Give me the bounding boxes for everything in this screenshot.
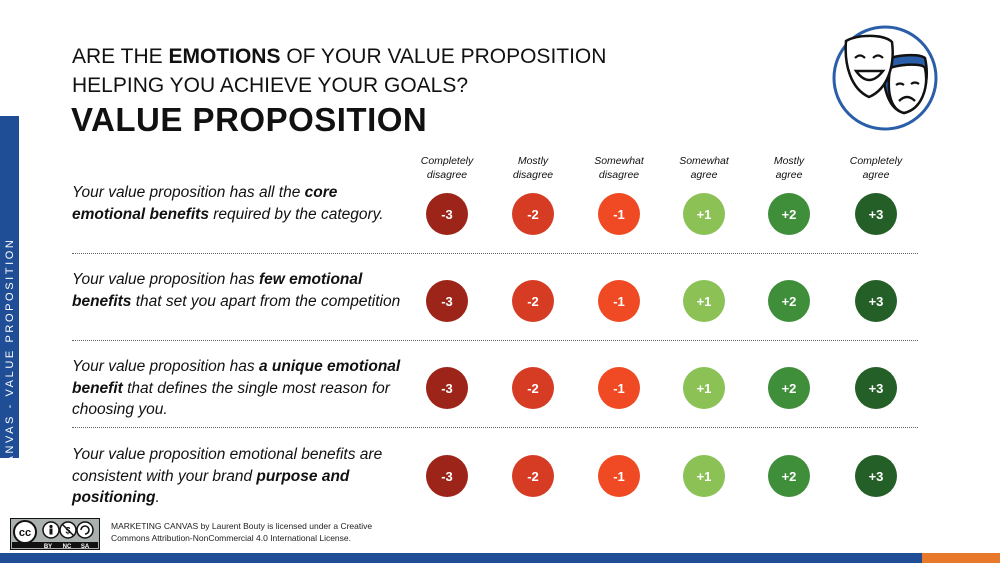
score-button[interactable]: -2 [512,193,554,235]
score-button[interactable]: -2 [512,280,554,322]
scale-label-line-2: agree [690,169,718,181]
scale-label: Mostly agree [744,154,834,182]
scale-label-line-1: Somewhat [679,155,729,167]
statement-text: Your value proposition has a unique emot… [72,356,402,421]
cc-tag-by: BY [44,544,52,550]
cc-tag-sa: SA [81,544,90,550]
cc-tag-nc: NC [63,544,72,550]
score-button[interactable]: +2 [768,455,810,497]
question-line-2: HELPING YOU ACHIEVE YOUR GOALS? [72,74,469,97]
scale-label-line-1: Mostly [517,155,549,167]
statement-emphasis: core emotional benefits [72,184,338,223]
score-button[interactable]: -2 [512,367,554,409]
scale-label: Somewhat agree [659,154,749,182]
scale-label-line-1: Mostly [773,155,805,167]
page-title: VALUE PROPOSITION [71,101,428,138]
scale-label: Completely disagree [402,154,492,182]
score-button[interactable]: -3 [426,455,468,497]
score-button[interactable]: -3 [426,193,468,235]
row-divider [72,340,918,341]
scale-label-line-2: agree [775,169,803,181]
question-emphasis: EMOTIONS [168,45,281,68]
score-button[interactable]: +3 [855,367,897,409]
license-line-2: Commons Attribution-NonCommercial 4.0 In… [111,533,352,543]
question-line-1-suffix: OF YOUR VALUE PROPOSITION [280,45,607,68]
score-button[interactable]: +2 [768,280,810,322]
statement-text: Your value proposition has all the core … [72,182,402,225]
scale-label: Completely agree [831,154,921,182]
score-button[interactable]: -2 [512,455,554,497]
scale-label-line-1: Completely [420,155,474,167]
score-button[interactable]: +3 [855,455,897,497]
license-line-1: MARKETING CANVAS by Laurent Bouty is lic… [111,521,373,531]
scale-label-line-2: disagree [598,169,640,181]
statement-fragment: that defines the single most reason for … [72,379,390,419]
score-button[interactable]: +1 [683,367,725,409]
statement-emphasis: few emotional benefits [72,271,363,310]
score-button[interactable]: -1 [598,455,640,497]
statement-fragment: required by the category. [208,205,384,223]
scale-label-line-2: disagree [512,169,554,181]
statement-text: Your value proposition has few emotional… [72,269,402,312]
scale-label: Mostly disagree [488,154,578,182]
statement-fragment: . [155,489,160,506]
creative-commons-icon: cc $ BY NC SA [10,518,100,550]
statement-text: Your value proposition emotional benefit… [72,444,402,509]
scale-label: Somewhat disagree [574,154,664,182]
score-button[interactable]: -1 [598,280,640,322]
score-button[interactable]: +2 [768,367,810,409]
score-button[interactable]: -1 [598,367,640,409]
theater-masks-icon [832,25,938,131]
score-button[interactable]: -3 [426,367,468,409]
statement-fragment: Your value proposition emotional benefit… [72,446,383,485]
score-button[interactable]: +2 [768,193,810,235]
statement-fragment: Your value proposition has [72,358,259,375]
statement-fragment: Your value proposition has all the [72,184,305,201]
bottom-brand-bar [0,553,1000,563]
row-divider [72,253,918,254]
scale-label-line-1: Somewhat [594,155,644,167]
score-button[interactable]: -1 [598,193,640,235]
score-button[interactable]: +1 [683,455,725,497]
statement-fragment: Your value proposition has [72,271,259,288]
scale-label-line-2: disagree [426,169,468,181]
scale-label-line-1: Completely [849,155,903,167]
score-button[interactable]: -3 [426,280,468,322]
license-text: MARKETING CANVAS by Laurent Bouty is lic… [111,520,411,544]
statement-fragment: that set you apart from the competition [131,292,401,310]
score-button[interactable]: +1 [683,193,725,235]
score-button[interactable]: +3 [855,193,897,235]
bottom-accent-bar [922,553,1000,563]
statement-emphasis: a unique emotional benefit [72,358,401,397]
score-button[interactable]: +3 [855,280,897,322]
score-button[interactable]: +1 [683,280,725,322]
question-line-1-prefix: ARE THE [72,45,169,68]
question-line-1: ARE THE EMOTIONS OF YOUR VALUE PROPOSITI… [72,45,606,69]
scale-label-line-2: agree [862,169,890,181]
cc-badge-label: cc [19,527,31,539]
statement-emphasis: purpose and positioning [72,467,350,507]
row-divider [72,427,918,428]
sidebar-band: MARKETING CANVAS - VALUE PROPOSITION [0,116,19,568]
